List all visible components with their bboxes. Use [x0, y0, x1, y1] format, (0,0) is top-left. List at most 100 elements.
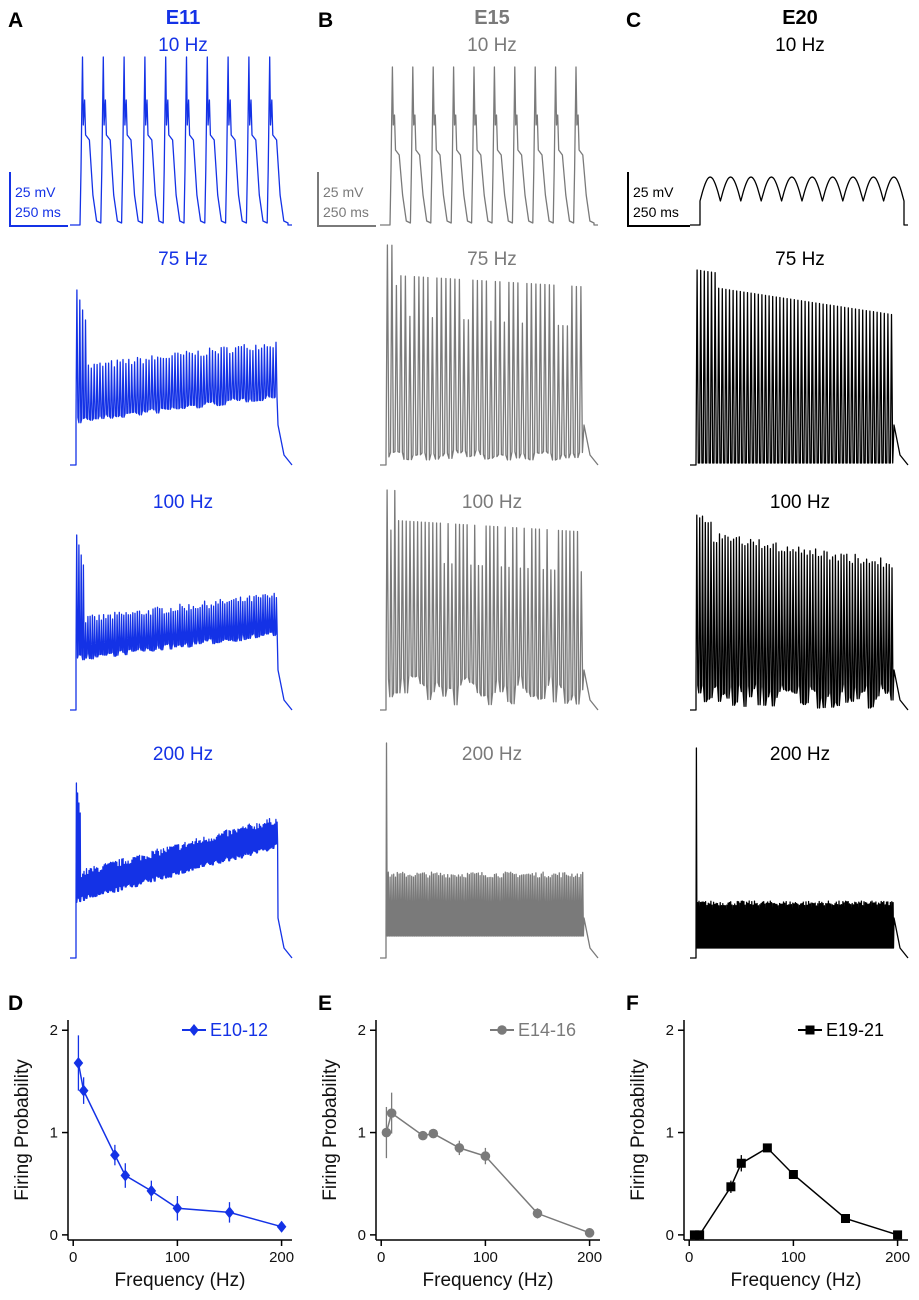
row-label-c-100hz: 100 Hz	[770, 492, 830, 513]
column-title-e11: E11	[166, 7, 200, 29]
plot-f-x-tick-label-2: 200	[885, 1249, 910, 1266]
firing-plot-e: 0 1 2 0 100 200 Frequency (Hz) Firing Probabili…	[320, 1020, 602, 1291]
plot-d-point-2	[110, 1149, 120, 1162]
plot-d-x-tick-label-2: 200	[269, 1249, 294, 1266]
plot-e-y-tick-label-1: 1	[358, 1125, 366, 1142]
plot-d-point-0	[73, 1056, 84, 1069]
plot-d-y-tick-label-2: 2	[50, 1022, 58, 1039]
plot-e-point-2	[418, 1130, 428, 1141]
scale-label-ms-b: 250 ms	[323, 204, 369, 220]
plot-e-point-3	[428, 1128, 439, 1139]
plot-d-x-axis-title: Frequency (Hz)	[115, 1270, 246, 1291]
plot-d-x-tick-label-1: 100	[165, 1249, 190, 1266]
plot-d-point-5	[172, 1202, 183, 1215]
plot-e-point-4	[454, 1143, 465, 1153]
panel-letter-e: E	[318, 992, 332, 1015]
voltage-traces	[70, 56, 909, 959]
plot-d-y-axis-title: Firing Probability	[12, 1059, 33, 1201]
row-label-a-100hz: 100 Hz	[153, 492, 213, 513]
plot-d-y-tick-label-1: 1	[50, 1125, 58, 1142]
trace-b-10hz	[380, 66, 598, 226]
plot-e-point-1	[386, 1108, 397, 1118]
trace-c-75hz	[690, 269, 909, 466]
plot-f-x-tick-label-0: 0	[685, 1249, 693, 1266]
trace-a-10hz	[70, 56, 292, 226]
plot-d-series-line	[77, 1062, 282, 1228]
trace-c-10hz	[690, 176, 908, 226]
plot-e-x-axis-title: Frequency (Hz)	[423, 1270, 554, 1291]
plot-e-y-tick-label-0: 0	[358, 1227, 366, 1244]
plot-f-y-tick-label-0: 0	[666, 1227, 674, 1244]
scale-label-ms-a: 250 ms	[15, 204, 61, 220]
plot-f-point-7	[893, 1230, 903, 1240]
plot-e-y-axis-title: Firing Probability	[320, 1059, 341, 1201]
panel-letter-b: B	[318, 9, 333, 32]
plot-d-point-7	[276, 1220, 287, 1233]
trace-b-200hz	[380, 742, 599, 959]
row-label-a-200hz: 200 Hz	[153, 744, 213, 765]
plot-e-point-0	[381, 1127, 392, 1138]
column-title-e15: E15	[474, 7, 510, 29]
scale-bar-a: 25 mV 250 ms	[9, 172, 68, 227]
plot-e-y-tick-label-2: 2	[358, 1022, 366, 1039]
firing-plot-f: 0 1 2 0 100 200 Frequency (Hz) Firing Probabili…	[628, 1020, 910, 1291]
plot-d-point-1	[78, 1084, 89, 1097]
row-label-c-200hz: 200 Hz	[770, 744, 830, 765]
firing-plot-d: 0 1 2 0 100 200 Frequency (Hz) Firing Probabili…	[12, 1020, 294, 1291]
row-label-a-75hz: 75 Hz	[158, 249, 208, 270]
plot-e-series-line	[385, 1111, 590, 1234]
plot-f-series-line	[694, 1146, 898, 1236]
plot-e-legend-marker	[497, 1025, 507, 1035]
panel-letter-f: F	[626, 992, 639, 1015]
scale-bar-c: 25 mV 250 ms	[627, 172, 690, 227]
plot-e-legend-label: E14-16	[518, 1020, 576, 1040]
plot-f-y-tick-label-1: 1	[666, 1125, 674, 1142]
row-label-c-10hz: 10 Hz	[775, 35, 825, 56]
plot-f-legend-marker	[805, 1025, 815, 1035]
trace-a-100hz	[70, 534, 293, 711]
plot-f-point-4	[762, 1143, 772, 1153]
row-label-a-10hz: 10 Hz	[158, 35, 208, 56]
scale-label-mv-a: 25 mV	[15, 184, 56, 200]
row-label-c-75hz: 75 Hz	[775, 249, 825, 270]
plot-d-legend-marker	[189, 1024, 199, 1036]
panel-letter-d: D	[8, 992, 23, 1015]
plot-f-point-0	[689, 1230, 699, 1240]
row-label-b-10hz: 10 Hz	[467, 35, 517, 56]
plot-e-point-7	[584, 1228, 595, 1238]
plot-f-y-tick-label-2: 2	[666, 1022, 674, 1039]
plot-e-point-6	[532, 1208, 543, 1219]
plot-e-x-tick-label-2: 200	[577, 1249, 602, 1266]
plot-f-point-5	[788, 1170, 798, 1180]
row-label-b-200hz: 200 Hz	[462, 744, 522, 765]
scale-label-mv-b: 25 mV	[323, 184, 364, 200]
scale-label-ms-c: 250 ms	[633, 204, 679, 220]
panel-letter-a: A	[8, 9, 23, 32]
scale-bar-b: 25 mV 250 ms	[317, 172, 376, 227]
trace-c-200hz	[690, 747, 909, 959]
plot-f-point-2	[726, 1182, 736, 1192]
plot-f-x-axis-title: Frequency (Hz)	[731, 1270, 862, 1291]
trace-b-75hz	[380, 244, 599, 466]
plot-e-point-5	[480, 1151, 491, 1161]
row-label-b-75hz: 75 Hz	[467, 249, 517, 270]
trace-b-100hz	[380, 489, 599, 711]
row-label-b-100hz: 100 Hz	[462, 492, 522, 513]
plot-e-x-tick-label-0: 0	[377, 1249, 385, 1266]
trace-a-200hz	[70, 782, 293, 959]
plot-f-y-axis-title: Firing Probability	[628, 1059, 649, 1201]
panel-letter-c: C	[626, 9, 641, 32]
trace-c-100hz	[690, 514, 909, 711]
plot-f-x-tick-label-1: 100	[781, 1249, 806, 1266]
plot-f-legend-label: E19-21	[826, 1020, 884, 1040]
plot-d-legend-label: E10-12	[210, 1020, 268, 1040]
plot-d-x-tick-label-0: 0	[69, 1249, 77, 1266]
plot-d-point-3	[120, 1169, 131, 1182]
plot-d-point-4	[146, 1184, 157, 1197]
plot-e-x-tick-label-1: 100	[473, 1249, 498, 1266]
plot-d-y-tick-label-0: 0	[50, 1227, 58, 1244]
trace-a-75hz	[70, 289, 293, 466]
plot-f-point-1	[695, 1230, 705, 1240]
column-title-e20: E20	[782, 7, 818, 29]
